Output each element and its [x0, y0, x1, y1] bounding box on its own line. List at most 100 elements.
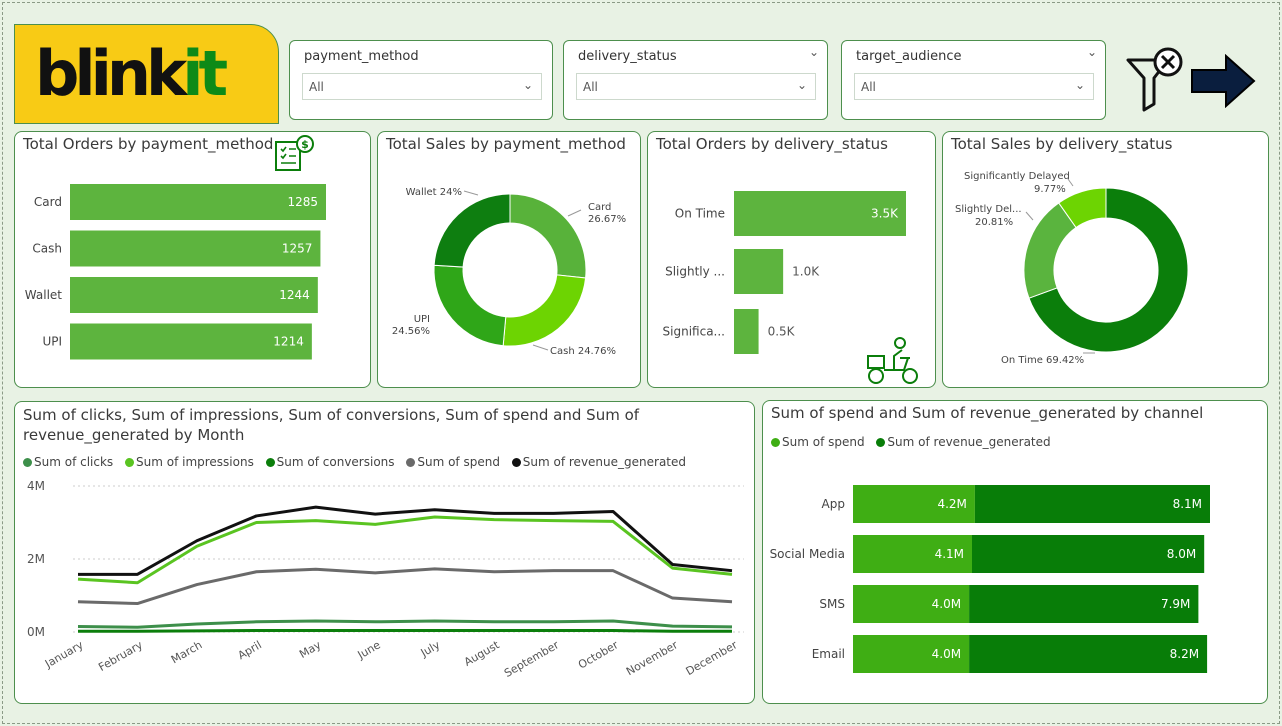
category-label: Card [34, 195, 62, 209]
tick-label: 4M [27, 479, 45, 493]
category-label: Wallet [25, 288, 63, 302]
slicer-delivery-status[interactable]: ⌄ delivery_status All ⌄ [563, 40, 828, 120]
card-orders-by-payment: Total Orders by payment_method $ Card 128… [14, 131, 371, 388]
bar-chart-orders-by-payment: Card 1285 Cash 1257 Wallet 1244 UPI 1214 [25, 184, 326, 360]
arrow-right-icon[interactable] [1190, 54, 1258, 108]
bar-chart-orders-by-delivery: On Time 3.5K Slightly ... 1.0K Significa... 0… [663, 191, 906, 354]
donut-slice [509, 193, 587, 279]
category-label: Slightly ... [665, 265, 725, 279]
tick-label: March [169, 638, 205, 666]
bar [972, 535, 1205, 573]
legend-item[interactable]: Sum of spend [771, 435, 865, 449]
data-label: 8.2M [1170, 647, 1199, 661]
logo-text-accent: it [182, 37, 228, 110]
legend-item[interactable]: Sum of impressions [125, 455, 254, 469]
chevron-down-icon[interactable]: ⌄ [1074, 78, 1085, 92]
data-label: 20.81% [975, 217, 1013, 228]
category-label: App [822, 497, 845, 511]
card-metrics-by-month: Sum of clicks, Sum of impressions, Sum o… [14, 401, 755, 704]
data-label: 26.67% [588, 214, 626, 225]
legend-swatch [265, 458, 275, 467]
chart-title: Total Sales by payment_method [386, 135, 626, 153]
legend-item[interactable]: Sum of revenue_generated [876, 435, 1051, 449]
bar [853, 485, 975, 523]
category-label: Significantly Delayed [964, 171, 1070, 182]
chevron-down-icon[interactable]: ⌄ [522, 78, 533, 92]
slicer-value: All [861, 80, 876, 94]
slicer-payment-method[interactable]: payment_method All ⌄ [289, 40, 553, 120]
delivery-scooter-icon [867, 337, 918, 384]
stacked-bar-chart-by-channel: App 4.2M 8.1M Social Media 4.1M 8.0M SMS 4.0M 7.… [770, 485, 1210, 673]
tick-label: October [576, 638, 621, 672]
data-label: Wallet 24% [406, 187, 462, 198]
tick-label: December [684, 638, 740, 678]
category-label: Email [812, 647, 845, 661]
category-label: UPI [42, 335, 62, 349]
legend-item[interactable]: Sum of clicks [23, 455, 113, 469]
legend-label: Sum of impressions [136, 455, 254, 469]
slicer-dropdown[interactable]: All ⌄ [302, 73, 542, 100]
legend: Sum of clicks Sum of impressions Sum of … [23, 455, 694, 469]
bar [734, 191, 906, 236]
data-label: 4.2M [937, 497, 966, 511]
leader-line [463, 190, 479, 196]
legend-swatch [511, 458, 521, 467]
tick-label: September [502, 638, 562, 680]
leader-line [1067, 178, 1074, 187]
slicer-dropdown[interactable]: All ⌄ [576, 73, 816, 100]
svg-text:$: $ [301, 138, 309, 151]
data-label: Cash 24.76% [550, 346, 616, 357]
leader-line [567, 209, 582, 217]
chart-title: Sum of spend and Sum of revenue_generate… [771, 404, 1204, 422]
legend-item[interactable]: Sum of spend [406, 455, 500, 469]
data-label: 9.77% [1034, 184, 1066, 195]
card-sales-by-payment: Total Sales by payment_method Card 26.67%… [377, 131, 641, 388]
card-orders-by-delivery: Total Orders by delivery_status On Time 3… [647, 131, 936, 388]
legend-swatch [876, 438, 886, 447]
chart-title: Total Orders by delivery_status [656, 135, 889, 153]
data-label: On Time 69.42% [1001, 355, 1084, 366]
tick-label: 0M [27, 625, 45, 639]
tick-label: August [462, 638, 502, 669]
donut-slice [1028, 187, 1189, 353]
bar [734, 249, 784, 294]
legend-swatch [125, 458, 134, 467]
bar [853, 635, 970, 673]
chevron-down-icon[interactable]: ⌄ [808, 45, 819, 59]
leader-line [1025, 211, 1034, 221]
donut-slice [1058, 187, 1107, 229]
donut-slice [433, 193, 511, 268]
bar [969, 585, 1199, 623]
data-label: UPI [414, 314, 430, 325]
data-label: 0.5K [768, 325, 796, 339]
data-label: 1244 [279, 288, 310, 302]
chevron-down-icon[interactable]: ⌄ [796, 78, 807, 92]
slicer-dropdown[interactable]: All ⌄ [854, 73, 1094, 100]
data-label: 3.5K [871, 207, 899, 221]
bar [70, 230, 321, 267]
category-label: Significa... [663, 325, 725, 339]
category-label: Social Media [770, 547, 845, 561]
slicer-label: target_audience [856, 49, 962, 64]
legend-label: Sum of spend [417, 455, 500, 469]
legend-item[interactable]: Sum of conversions [265, 455, 395, 469]
filter-clear-icon[interactable] [1124, 46, 1186, 114]
donut-slice [502, 274, 587, 347]
data-label: 8.0M [1167, 547, 1196, 561]
bar [70, 277, 318, 313]
bar [70, 323, 312, 360]
data-label: 1285 [287, 195, 318, 209]
tick-label: May [297, 638, 324, 661]
invoice-dollar-icon: $ [275, 135, 314, 171]
slicer-target-audience[interactable]: ⌄ target_audience All ⌄ [841, 40, 1106, 120]
legend-label: Sum of spend [782, 435, 865, 449]
category-label: On Time [675, 207, 725, 221]
donut-chart-sales-by-delivery: On Time 69.42% Slightly Del... 20.81% Signi… [955, 171, 1189, 366]
legend-label: Sum of revenue_generated [522, 455, 686, 469]
chevron-down-icon[interactable]: ⌄ [1086, 45, 1097, 59]
chart-title: Total Sales by delivery_status [951, 135, 1173, 153]
card-sales-by-delivery: Total Sales by delivery_status On Time 6… [942, 131, 1269, 388]
legend-item[interactable]: Sum of revenue_generated [511, 455, 686, 469]
